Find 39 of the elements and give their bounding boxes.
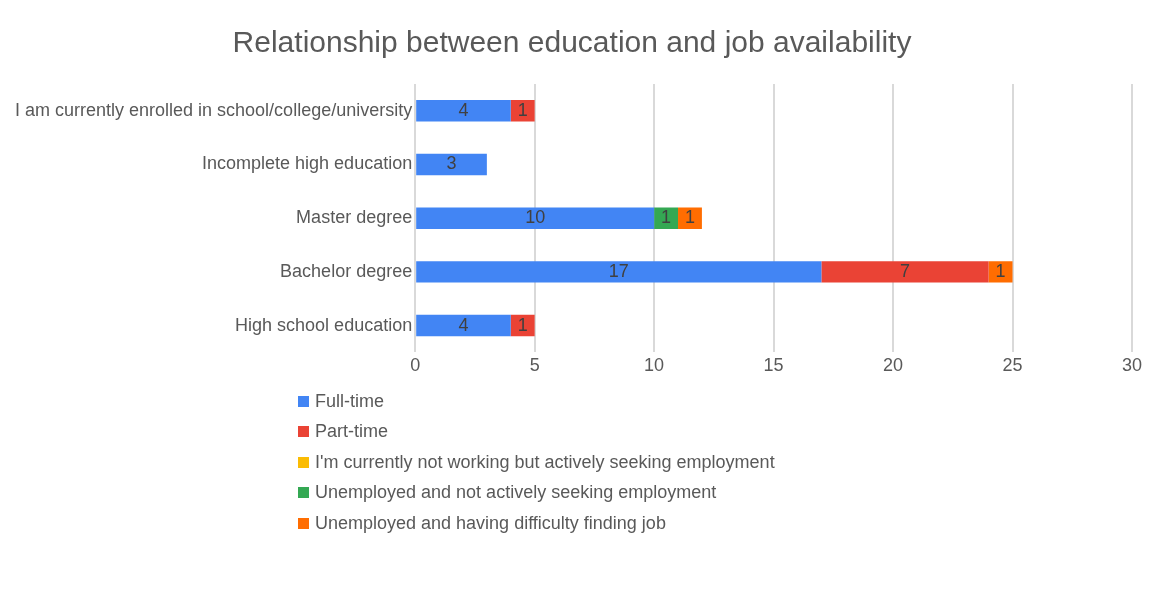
- data-label: 17: [608, 260, 629, 281]
- x-tick-label: 10: [644, 355, 665, 376]
- y-tick-label: I am currently enrolled in school/college/university: [15, 99, 413, 120]
- x-tick-label: 25: [1002, 355, 1023, 376]
- bar: [416, 153, 487, 176]
- y-tick-label: Bachelor degree: [280, 260, 413, 281]
- bar: [416, 207, 655, 229]
- legend-label: Unemployed and not actively seeking employment: [315, 482, 717, 504]
- y-tick-label: Incomplete high education: [202, 153, 413, 174]
- x-tick-label: 5: [529, 355, 540, 376]
- bar: [416, 314, 511, 337]
- legend-label: I'm currently not working but actively seeking employment: [315, 451, 775, 473]
- data-label: 10: [525, 207, 546, 228]
- bar: [654, 207, 679, 229]
- legend-label: Unemployed and having difficulty finding job: [315, 512, 666, 534]
- bar: [416, 100, 511, 122]
- data-label: 1: [517, 99, 528, 120]
- data-label: 1: [517, 314, 528, 335]
- x-tick-label: 15: [763, 355, 784, 376]
- bar: [416, 261, 822, 283]
- chart-title: Relationship between education and job availability: [232, 25, 912, 59]
- bar: [988, 261, 1013, 283]
- legend-label: Full-time: [315, 390, 385, 412]
- bar: [821, 261, 989, 283]
- data-label: 1: [995, 260, 1006, 281]
- y-tick-label: High school education: [235, 314, 413, 335]
- data-label: 4: [458, 99, 469, 120]
- data-label: 1: [661, 207, 672, 228]
- legend-label: Part-time: [315, 421, 389, 443]
- x-tick-label: 20: [883, 355, 904, 376]
- y-tick-label: Master degree: [296, 207, 413, 228]
- x-tick-label: 30: [1121, 355, 1143, 376]
- data-label: 1: [684, 207, 695, 228]
- x-tick-label: 0: [410, 355, 421, 376]
- data-label: 7: [900, 260, 911, 281]
- data-label: 3: [446, 153, 457, 174]
- bar: [510, 100, 535, 122]
- data-label: 4: [458, 314, 469, 335]
- bar: [678, 207, 702, 229]
